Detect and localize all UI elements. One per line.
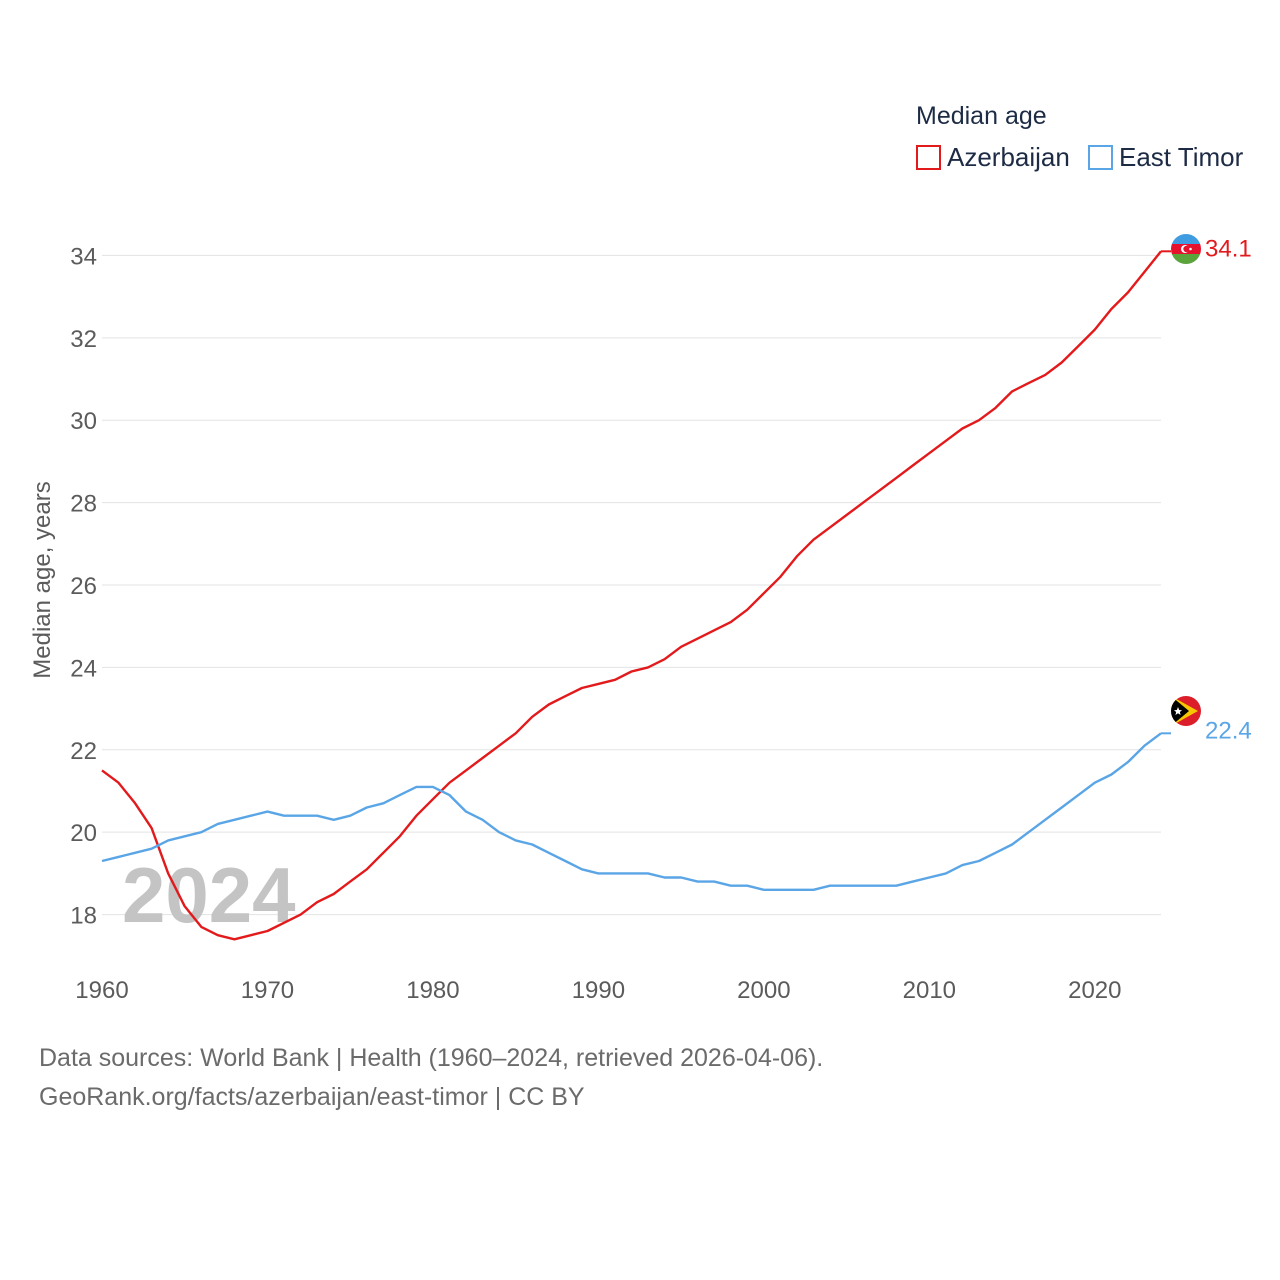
y-tick-labels: 18 20 22 24 26 28 30 32 34 — [70, 243, 97, 929]
y-tick-label: 34 — [70, 243, 97, 270]
series-layer: 34.1 22.4 — [101, 235, 1252, 941]
legend-title: Median age — [916, 102, 1047, 130]
x-tick-labels: 1960 1970 1980 1990 2000 2010 2020 — [75, 977, 1121, 1004]
grid-layer — [102, 254, 1161, 916]
y-tick-label: 22 — [70, 738, 97, 765]
y-axis-label: Median age, years — [29, 481, 56, 678]
y-tick-label: 18 — [70, 903, 97, 930]
end-value-label-east-timor: 22.4 — [1205, 717, 1252, 744]
median-age-chart: Median age Azerbaijan East Timor Median … — [29, 102, 1252, 1004]
legend-item-east-timor[interactable]: East Timor — [1088, 142, 1244, 172]
x-tick-label: 1980 — [406, 977, 459, 1004]
legend-swatch-east-timor — [1088, 145, 1113, 170]
end-value-label-azerbaijan: 34.1 — [1205, 235, 1252, 262]
footer-attribution[interactable]: GeoRank.org/facts/azerbaijan/east-timor … — [39, 1083, 585, 1111]
series-line-east-timor[interactable] — [101, 732, 1162, 891]
y-tick-label: 20 — [70, 820, 97, 847]
x-tick-label: 1970 — [241, 977, 294, 1004]
x-tick-label: 1990 — [572, 977, 625, 1004]
x-tick-label: 1960 — [75, 977, 128, 1004]
x-tick-label: 2000 — [737, 977, 790, 1004]
azerbaijan-flag-icon — [1171, 234, 1201, 264]
x-tick-label: 2020 — [1068, 977, 1121, 1004]
legend-label-east-timor: East Timor — [1119, 142, 1244, 172]
y-tick-label: 24 — [70, 655, 97, 682]
year-watermark: 2024 — [122, 851, 296, 939]
footer-sources: Data sources: World Bank | Health (1960–… — [39, 1044, 824, 1072]
y-tick-label: 26 — [70, 573, 97, 600]
legend-item-azerbaijan[interactable]: Azerbaijan — [916, 142, 1070, 172]
series-line-azerbaijan[interactable] — [101, 250, 1162, 941]
east-timor-flag-icon — [1171, 696, 1201, 726]
y-tick-label: 32 — [70, 326, 97, 353]
y-tick-label: 28 — [70, 491, 97, 518]
x-tick-label: 2010 — [903, 977, 956, 1004]
legend-label-azerbaijan: Azerbaijan — [947, 142, 1070, 172]
legend-swatch-azerbaijan — [916, 145, 941, 170]
y-tick-label: 30 — [70, 408, 97, 435]
